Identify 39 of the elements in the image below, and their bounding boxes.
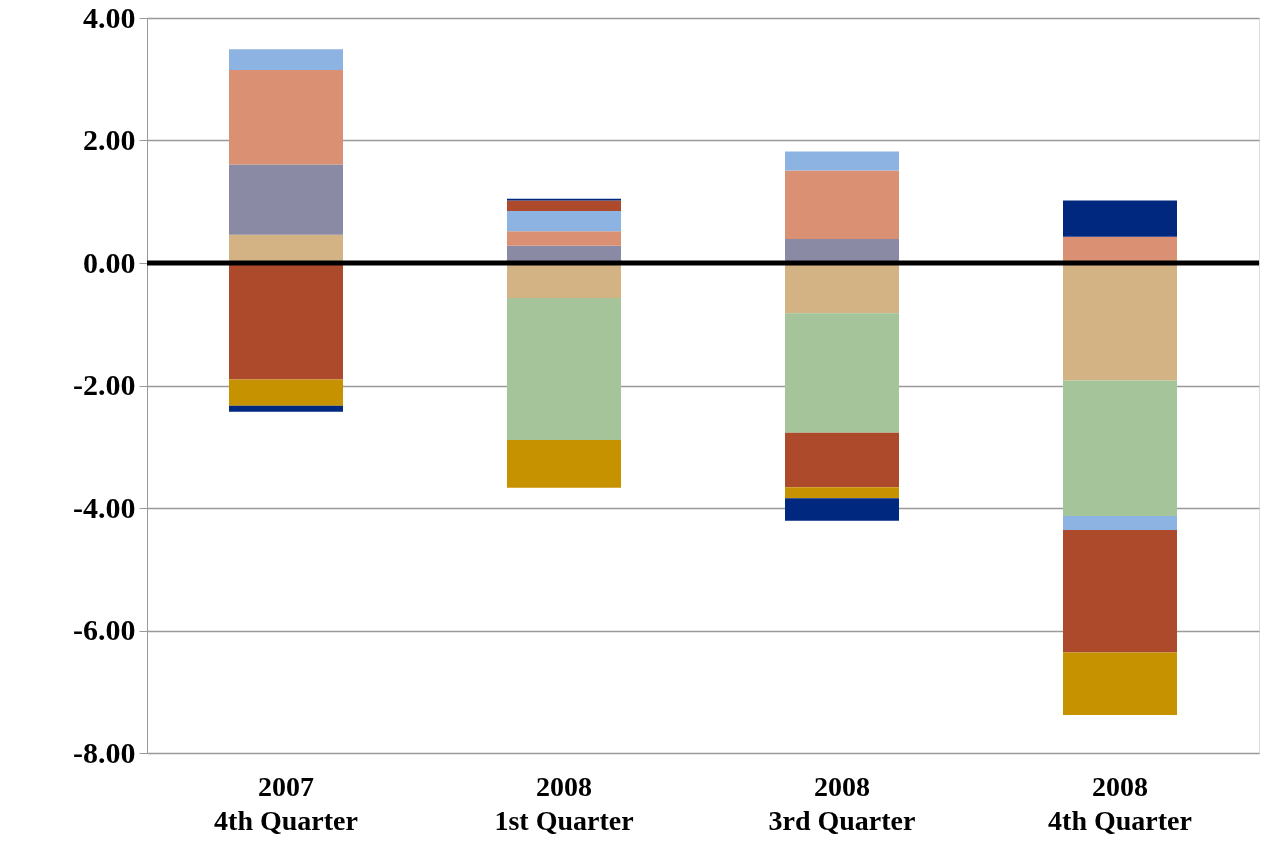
bar [785,487,899,499]
bar [1063,380,1177,516]
bar [507,231,621,246]
bar [1063,515,1177,531]
bar [507,263,621,298]
y-tick-label: 4.00 [83,0,136,34]
bar [785,170,899,240]
bar [1063,200,1177,237]
bar [507,440,621,488]
bar [229,70,343,165]
y-tick-label: 2.00 [83,123,136,156]
bar [229,263,343,380]
bar [229,405,343,412]
bar [1063,236,1177,263]
bar [785,498,899,521]
y-tick-label: -4.00 [73,490,136,524]
bar [229,379,343,406]
bar [507,200,621,211]
bar [785,432,899,488]
y-tick-label: 0.00 [83,245,136,279]
bar [229,234,343,263]
bar [507,297,621,441]
bar [785,151,899,171]
bar [507,210,621,232]
bar [1063,263,1177,381]
bar [229,49,343,71]
bar [1063,530,1177,653]
bar [785,313,899,433]
bar [785,263,899,314]
x-tick-label: 2008 4th Quarter [1048,770,1192,836]
x-tick-label: 2008 3rd Quarter [768,770,916,836]
y-tick-label: -8.00 [73,735,136,769]
y-tick-label: -6.00 [73,613,136,646]
y-tick-label: -2.00 [73,368,136,401]
bar [229,164,343,235]
bar [1063,652,1177,716]
x-tick-label: 2007 4th Quarter [214,770,358,836]
bar [785,239,899,263]
x-tick-label: 2008 1st Quarter [494,770,634,836]
